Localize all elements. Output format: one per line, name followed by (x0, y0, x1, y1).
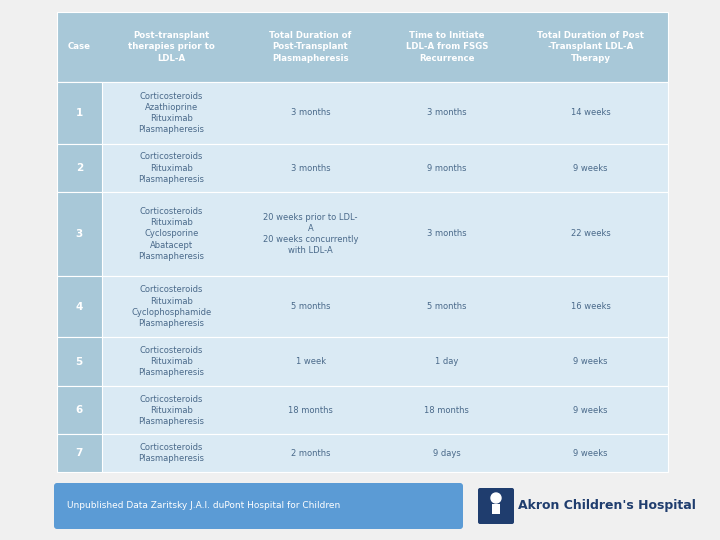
Text: 9 months: 9 months (427, 164, 467, 172)
Text: 3 months: 3 months (427, 109, 467, 117)
Text: Corticosteroids
Rituximab
Plasmapheresis: Corticosteroids Rituximab Plasmapheresis (138, 395, 204, 426)
Text: 9 days: 9 days (433, 449, 461, 458)
Text: 22 weeks: 22 weeks (571, 230, 611, 239)
Text: 9 weeks: 9 weeks (573, 449, 608, 458)
Text: 3 months: 3 months (427, 230, 467, 239)
Text: Total Duration of Post
-Transplant LDL-A
Therapy: Total Duration of Post -Transplant LDL-A… (537, 31, 644, 63)
Text: 1: 1 (76, 108, 83, 118)
Bar (57, 12, 668, 472)
Text: 5: 5 (76, 357, 83, 367)
Text: 9 weeks: 9 weeks (573, 357, 608, 366)
Text: 6: 6 (76, 405, 83, 415)
Text: Corticosteroids
Rituximab
Cyclosporine
Abatacept
Plasmapheresis: Corticosteroids Rituximab Cyclosporine A… (138, 207, 204, 261)
Bar (57, 144, 668, 192)
Text: 1 day: 1 day (435, 357, 459, 366)
Bar (57, 275, 102, 338)
FancyBboxPatch shape (54, 483, 463, 529)
Bar (57, 434, 102, 472)
Text: Corticosteroids
Plasmapheresis: Corticosteroids Plasmapheresis (138, 443, 204, 463)
Bar (492, 504, 500, 514)
Text: 20 weeks prior to LDL-
A
20 weeks concurrently
with LDL-A: 20 weeks prior to LDL- A 20 weeks concur… (263, 213, 359, 255)
Text: 3: 3 (76, 229, 83, 239)
Text: Total Duration of
Post-Transplant
Plasmapheresis: Total Duration of Post-Transplant Plasma… (269, 31, 352, 63)
Text: Case: Case (68, 43, 91, 51)
Text: Corticosteroids
Azathioprine
Rituximab
Plasmapheresis: Corticosteroids Azathioprine Rituximab P… (138, 92, 204, 134)
Text: 9 weeks: 9 weeks (573, 406, 608, 415)
Text: 7: 7 (76, 448, 83, 458)
Bar (57, 192, 668, 275)
Bar (57, 82, 668, 144)
FancyBboxPatch shape (478, 488, 514, 524)
Text: Time to Initiate
LDL-A from FSGS
Recurrence: Time to Initiate LDL-A from FSGS Recurre… (405, 31, 488, 63)
Text: Unpublished Data Zaritsky J.A.I. duPont Hospital for Children: Unpublished Data Zaritsky J.A.I. duPont … (67, 502, 341, 510)
Bar (57, 338, 668, 386)
Text: 16 weeks: 16 weeks (571, 302, 611, 311)
Text: Corticosteroids
Rituximab
Plasmapheresis: Corticosteroids Rituximab Plasmapheresis (138, 152, 204, 184)
Text: 3 months: 3 months (291, 164, 330, 172)
Text: 9 weeks: 9 weeks (573, 164, 608, 172)
Text: 14 weeks: 14 weeks (571, 109, 611, 117)
Text: 18 months: 18 months (288, 406, 333, 415)
Bar (57, 144, 102, 192)
Text: 4: 4 (76, 301, 83, 312)
Text: Corticosteroids
Rituximab
Plasmapheresis: Corticosteroids Rituximab Plasmapheresis (138, 346, 204, 377)
Bar (57, 192, 102, 275)
Bar (57, 386, 668, 434)
Text: 18 months: 18 months (424, 406, 469, 415)
Text: Akron Children's Hospital: Akron Children's Hospital (518, 500, 696, 512)
Bar (57, 12, 668, 82)
Text: 3 months: 3 months (291, 109, 330, 117)
Bar (57, 275, 668, 338)
Text: 5 months: 5 months (291, 302, 330, 311)
Bar (57, 386, 102, 434)
Bar (57, 82, 102, 144)
Text: Post-transplant
therapies prior to
LDL-A: Post-transplant therapies prior to LDL-A (128, 31, 215, 63)
Text: 1 week: 1 week (295, 357, 325, 366)
Text: Corticosteroids
Rituximab
Cyclophosphamide
Plasmapheresis: Corticosteroids Rituximab Cyclophosphami… (131, 286, 212, 328)
Circle shape (491, 493, 501, 503)
Text: 2: 2 (76, 163, 83, 173)
Bar (57, 338, 102, 386)
Bar (57, 434, 668, 472)
Text: 2 months: 2 months (291, 449, 330, 458)
Text: 5 months: 5 months (427, 302, 467, 311)
